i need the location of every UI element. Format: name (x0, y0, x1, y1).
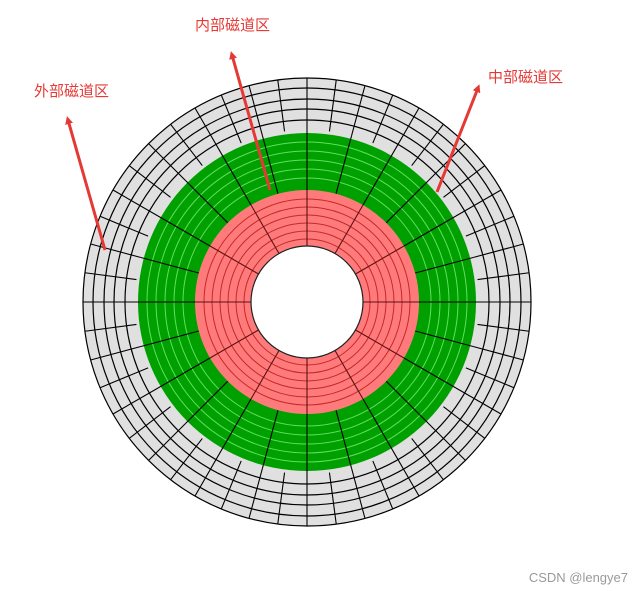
middle-sector-line (220, 398, 252, 452)
inner-zone-label: 内部磁道区 (195, 16, 271, 34)
outer-sector-line (443, 165, 486, 198)
outer-sector-line (248, 85, 264, 137)
inner-sector-line (355, 245, 405, 275)
outer-sector-line (112, 189, 159, 217)
middle-zone-label: 中部磁道区 (488, 68, 564, 86)
outer-sector-line (277, 79, 286, 132)
inner-sector-line (209, 329, 259, 359)
outer-sector-line (392, 450, 420, 497)
outer-sector-line (90, 243, 142, 259)
outer-sector-line (220, 94, 242, 144)
middle-sector-line (157, 215, 211, 247)
outer-zone-arrow (65, 116, 107, 251)
outer-sector-line (112, 387, 159, 415)
outer-sector-line (428, 423, 466, 461)
outer-sector-line (148, 143, 186, 181)
middle-sector-line (184, 179, 229, 224)
middle-zone-arrow (435, 84, 481, 193)
middle-sector-line (140, 256, 199, 274)
middle-sector-line (362, 152, 394, 206)
middle-sector-line (261, 135, 279, 194)
outer-sector-line (472, 345, 524, 361)
outer-sector-line (350, 85, 366, 137)
outer-sector-line (148, 423, 186, 461)
outer-sector-line (84, 323, 137, 332)
outer-sector-line (392, 107, 420, 154)
outer-sector-line (372, 460, 394, 510)
middle-sector-line (403, 215, 457, 247)
middle-sector-line (415, 330, 474, 348)
outer-sector-line (372, 94, 394, 144)
outer-sector-line (411, 438, 444, 481)
outer-sector-line (170, 123, 203, 166)
outer-sector-line (84, 272, 137, 281)
outer-sector-line (465, 215, 515, 237)
spindle-hole (250, 245, 364, 359)
inner-zone-arrow (229, 51, 272, 191)
outer-sector-line (428, 143, 466, 181)
outer-sector-line (477, 272, 530, 281)
inner-sector-line (250, 350, 280, 400)
outer-sector-line (128, 406, 171, 439)
middle-sector-line (335, 135, 353, 194)
middle-sector-line (415, 256, 474, 274)
outer-sector-line (277, 472, 286, 525)
middle-sector-line (220, 152, 252, 206)
outer-sector-line (99, 367, 149, 389)
middle-sector-line (385, 179, 430, 224)
outer-sector-line (465, 367, 515, 389)
outer-sector-line (411, 123, 444, 166)
inner-sector-line (209, 245, 259, 275)
outer-sector-line (328, 472, 337, 525)
outer-zone-label: 外部磁道区 (34, 82, 110, 100)
middle-sector-line (261, 410, 279, 469)
inner-sector-line (250, 204, 280, 254)
outer-sector-line (248, 467, 264, 519)
middle-sector-line (362, 398, 394, 452)
middle-sector-line (385, 380, 430, 425)
watermark: CSDN @lengye7 (528, 570, 628, 585)
outer-sector-line (170, 438, 203, 481)
middle-sector-line (335, 410, 353, 469)
outer-sector-line (90, 345, 142, 361)
middle-sector-line (403, 357, 457, 389)
inner-sector-line (334, 350, 364, 400)
outer-sector-line (220, 460, 242, 510)
outer-sector-line (443, 406, 486, 439)
outer-sector-line (455, 387, 502, 415)
inner-sector-line (334, 204, 364, 254)
inner-sector-line (355, 329, 405, 359)
middle-sector-line (140, 330, 199, 348)
outer-sector-line (194, 450, 222, 497)
outer-sector-line (328, 79, 337, 132)
outer-sector-line (128, 165, 171, 198)
outer-sector-line (477, 323, 530, 332)
outer-sector-line (455, 189, 502, 217)
middle-sector-line (184, 380, 229, 425)
outer-sector-line (350, 467, 366, 519)
outer-sector-line (99, 215, 149, 237)
middle-sector-line (157, 357, 211, 389)
outer-sector-line (472, 243, 524, 259)
outer-sector-line (194, 107, 222, 154)
